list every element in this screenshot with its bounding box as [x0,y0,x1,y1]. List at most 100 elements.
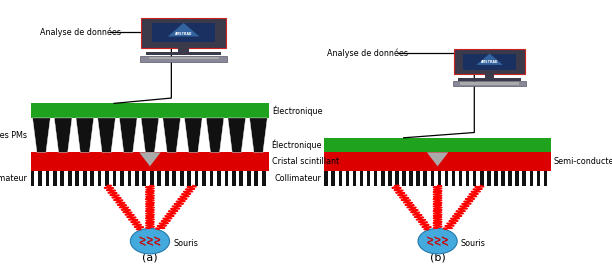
Bar [463,54,516,70]
Bar [31,171,269,186]
Bar [105,171,109,186]
Text: Souris: Souris [461,239,486,248]
Bar [173,171,176,186]
Bar [38,171,42,186]
Bar [466,171,469,186]
Polygon shape [76,118,94,152]
Text: Souris: Souris [173,239,198,248]
Bar [127,171,132,186]
Bar [409,171,413,186]
Bar [195,171,198,186]
Polygon shape [427,152,448,166]
Text: Cristal scintillant: Cristal scintillant [272,157,340,166]
Bar [324,171,551,186]
Bar [31,152,269,171]
Text: Collimateur: Collimateur [274,174,321,183]
Bar [324,138,551,152]
Bar [143,171,146,186]
Text: Analyse de données: Analyse de données [327,48,408,58]
Bar [367,171,370,186]
Bar [135,171,139,186]
Text: Électronique: Électronique [271,140,321,150]
Bar [324,152,551,171]
Polygon shape [250,118,267,152]
Bar [187,171,191,186]
Bar [262,171,266,186]
Ellipse shape [418,228,457,254]
Text: (b): (b) [430,252,446,262]
Bar [529,171,533,186]
Bar [146,52,222,55]
Bar [113,171,116,186]
Polygon shape [141,118,159,152]
Text: Électronique: Électronique [272,105,323,116]
Bar [232,171,236,186]
Polygon shape [98,118,116,152]
Bar [332,171,335,186]
Bar [416,171,420,186]
FancyBboxPatch shape [453,81,526,86]
Bar [424,171,427,186]
Bar [53,171,57,186]
FancyBboxPatch shape [141,18,226,48]
Polygon shape [228,118,245,152]
Text: Tubes PMs: Tubes PMs [0,131,28,140]
Bar [458,78,521,81]
Bar [165,171,168,186]
Polygon shape [206,118,224,152]
Bar [180,171,184,186]
Bar [360,171,364,186]
Bar [438,171,441,186]
Bar [120,171,124,186]
Bar [487,171,491,186]
Bar [494,171,498,186]
Bar [75,171,79,186]
Bar [338,171,342,186]
Bar [239,171,243,186]
Bar [149,57,218,58]
Bar [31,103,269,118]
Bar [452,171,455,186]
FancyBboxPatch shape [140,56,227,62]
FancyBboxPatch shape [454,49,525,74]
Bar [202,171,206,186]
Bar [91,171,94,186]
Ellipse shape [130,228,170,254]
Bar [150,171,154,186]
Bar [152,23,215,42]
Bar [402,171,406,186]
Text: AMSTRAD: AMSTRAD [175,32,192,36]
Bar [209,171,214,186]
Bar [395,171,398,186]
Polygon shape [163,118,181,152]
Polygon shape [168,23,200,37]
Text: Semi-conducteur: Semi-conducteur [554,157,612,166]
Bar [45,171,49,186]
Bar [83,171,86,186]
Bar [225,171,228,186]
Polygon shape [139,152,160,166]
Bar [346,171,349,186]
Bar [31,118,269,152]
Bar [537,171,540,186]
Bar [157,171,161,186]
Polygon shape [54,118,72,152]
Bar [217,171,221,186]
Bar [178,47,189,52]
Bar [480,171,483,186]
Bar [324,171,328,186]
Bar [460,82,519,83]
Bar [459,171,462,186]
Bar [430,171,434,186]
Bar [460,84,519,85]
Bar [523,171,526,186]
Bar [381,171,384,186]
Bar [98,171,102,186]
Text: (a): (a) [142,252,158,262]
Bar [473,171,477,186]
Bar [485,73,494,78]
Polygon shape [476,54,503,65]
Bar [68,171,72,186]
Bar [388,171,392,186]
Text: Analyse de données: Analyse de données [40,27,121,37]
